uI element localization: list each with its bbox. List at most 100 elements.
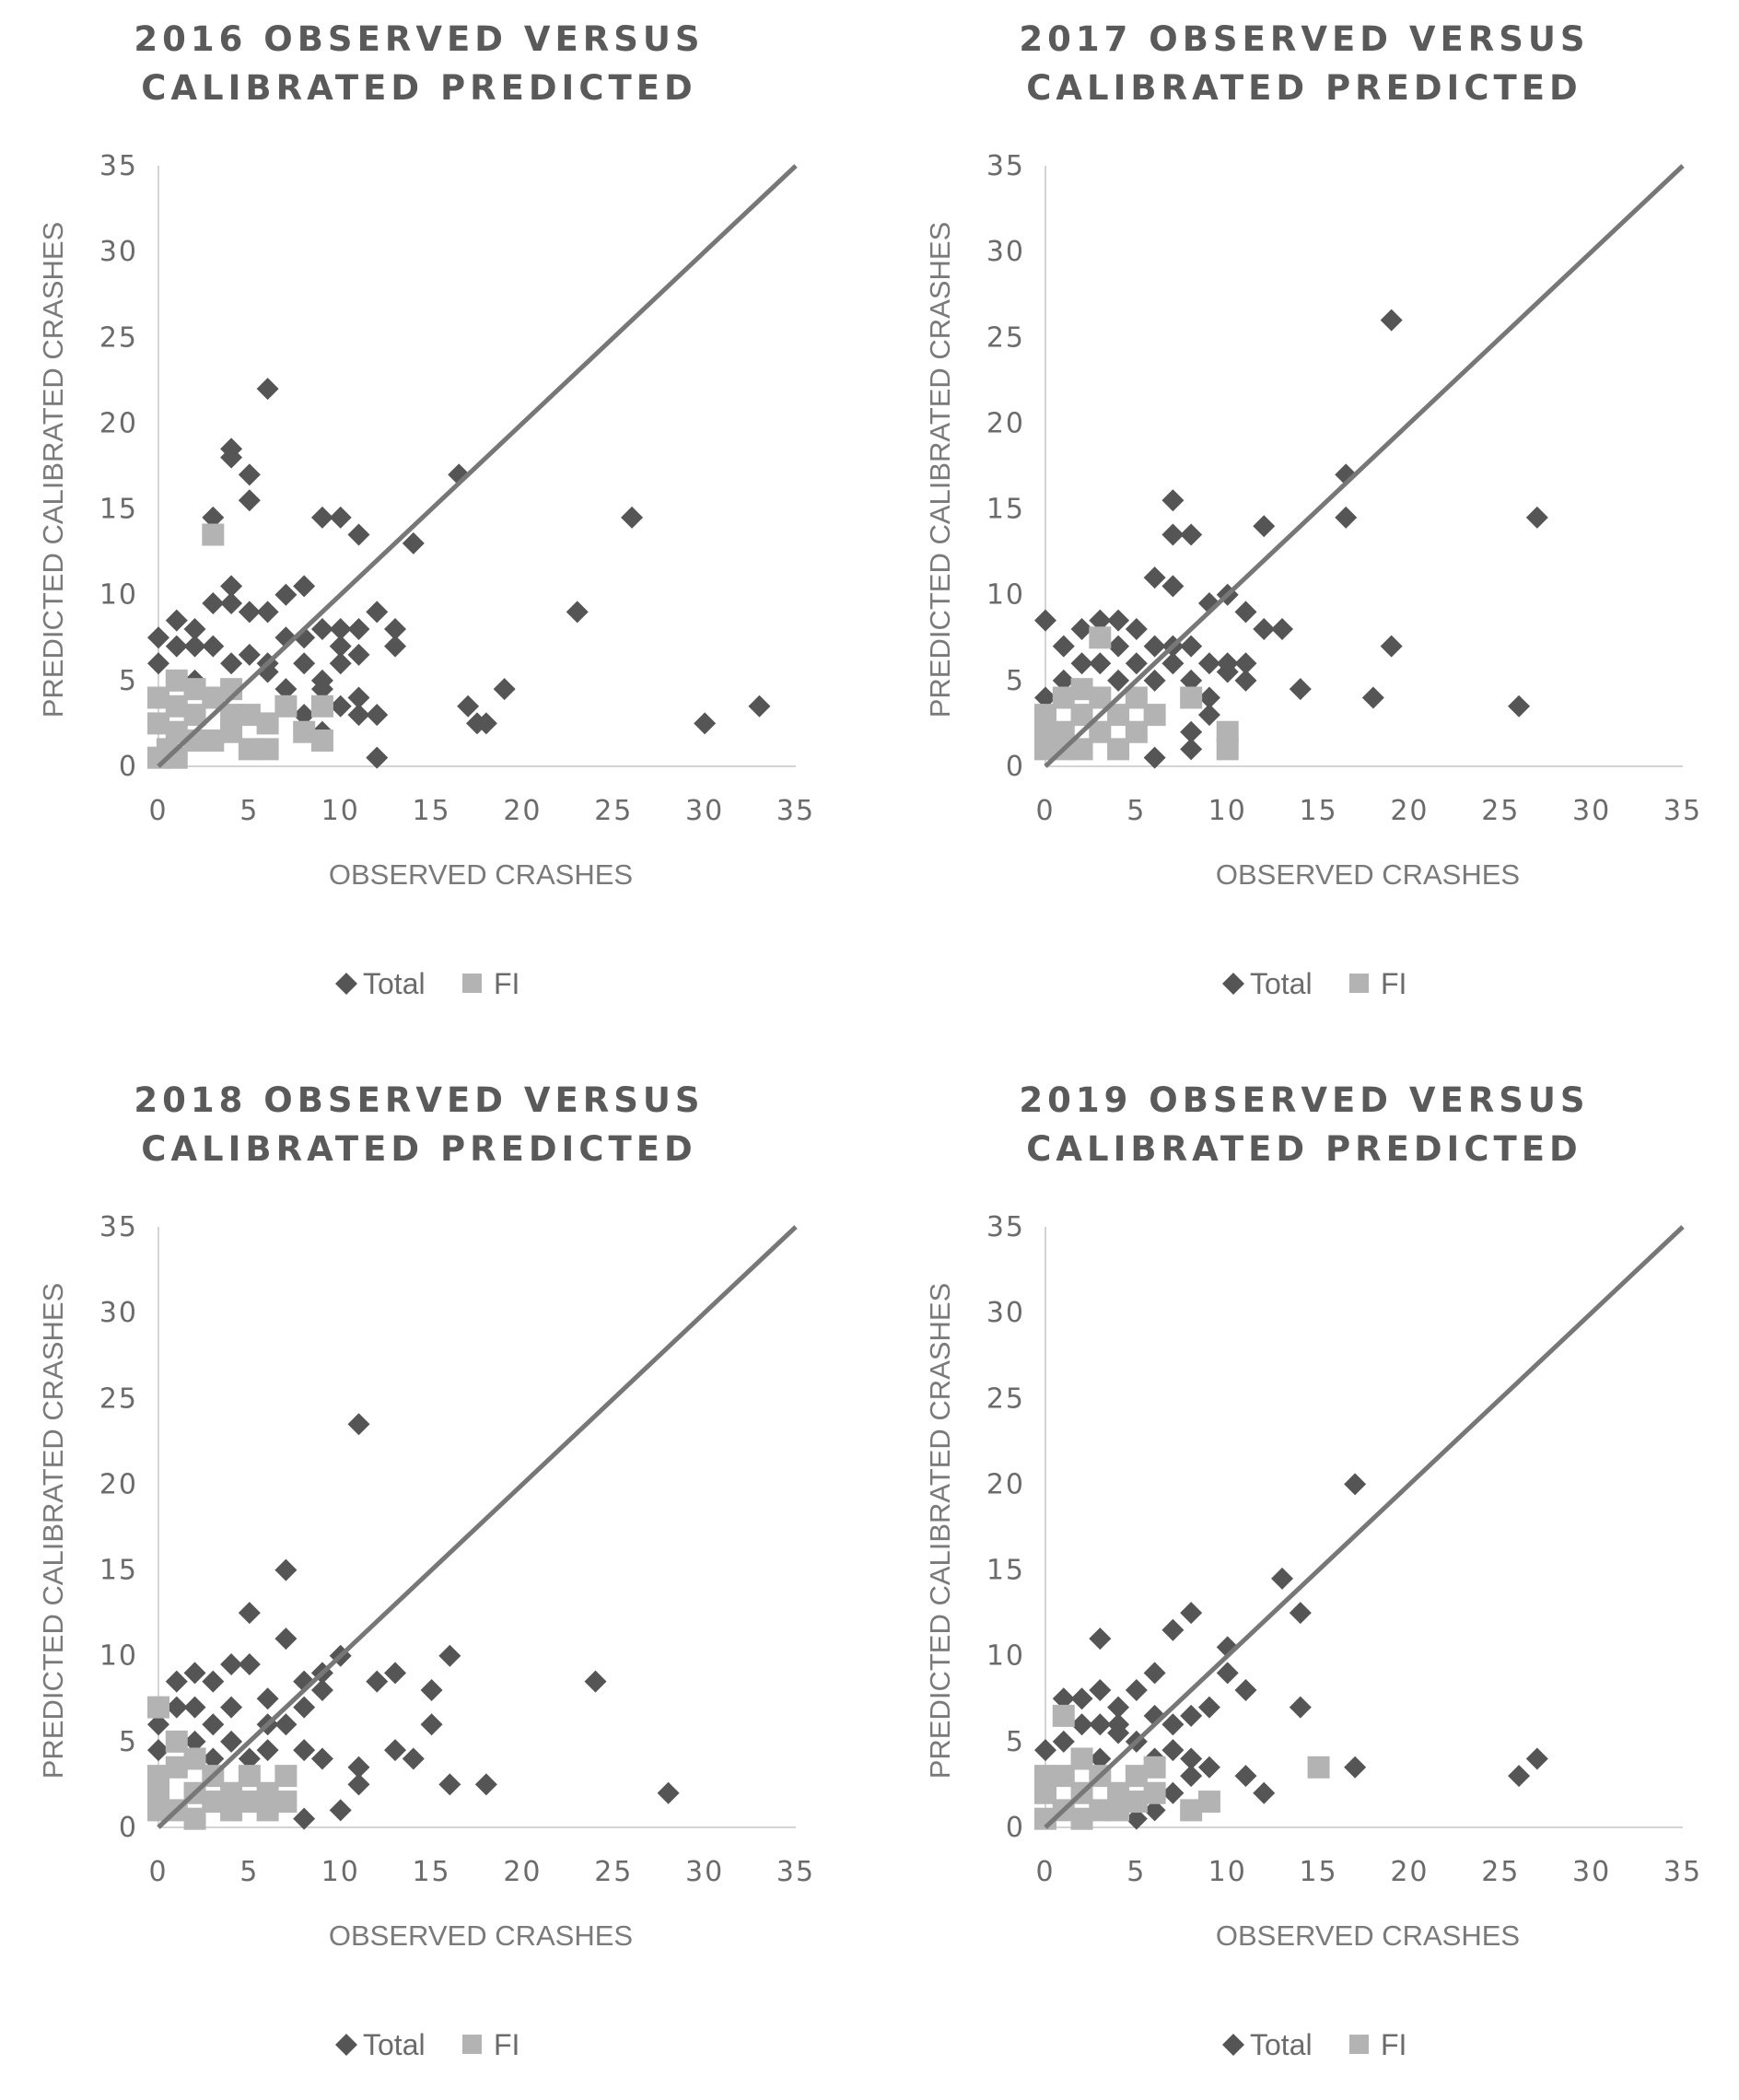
series-fi bbox=[1034, 1704, 1330, 1830]
total-point bbox=[329, 694, 352, 718]
total-point bbox=[183, 617, 206, 640]
total-point bbox=[584, 1670, 607, 1693]
x-tick-label: 15 bbox=[1299, 795, 1337, 827]
x-tick-label: 0 bbox=[148, 1856, 168, 1888]
total-point bbox=[238, 601, 261, 624]
x-tick-label: 10 bbox=[321, 1856, 360, 1888]
total-point bbox=[366, 746, 389, 769]
total-point bbox=[1089, 1678, 1112, 1701]
total-point bbox=[310, 669, 333, 692]
total-point bbox=[1089, 652, 1112, 675]
total-point bbox=[1180, 669, 1203, 692]
legend-total-marker bbox=[1222, 973, 1244, 995]
total-point bbox=[347, 523, 370, 546]
legend-total-label: Total bbox=[363, 2028, 426, 2061]
total-point bbox=[1180, 1765, 1203, 1788]
legend-fi-marker bbox=[462, 2035, 482, 2054]
total-point bbox=[238, 489, 261, 512]
y-tick-label: 35 bbox=[99, 150, 138, 182]
plot-area-2: 0 5 10 15 20 25 30 35 0 5 10 15 20 25 30 35 bbox=[99, 1211, 813, 1888]
chart-2018: 2018 OBSERVED VERSUS CALIBRATED PREDICTE… bbox=[37, 1080, 700, 2061]
total-point bbox=[621, 506, 644, 529]
y-tick-label: 0 bbox=[1006, 1812, 1025, 1844]
x-tick-label: 5 bbox=[1126, 1856, 1146, 1888]
total-point bbox=[1107, 669, 1130, 692]
reference-line bbox=[1044, 164, 1685, 768]
total-point bbox=[147, 626, 169, 649]
total-point bbox=[1161, 489, 1185, 512]
total-point bbox=[274, 1713, 298, 1736]
total-point bbox=[1271, 1567, 1294, 1590]
fi-point bbox=[220, 1781, 243, 1804]
total-point bbox=[1089, 1747, 1112, 1770]
total-point bbox=[1143, 1662, 1166, 1685]
y-tick-label: 10 bbox=[986, 579, 1025, 612]
total-point bbox=[220, 1730, 243, 1753]
fi-point bbox=[256, 1799, 279, 1822]
total-point bbox=[220, 446, 243, 469]
fi-point bbox=[1034, 720, 1056, 743]
fi-point bbox=[238, 738, 261, 761]
total-point bbox=[1253, 617, 1276, 640]
total-point bbox=[293, 1807, 316, 1830]
total-point bbox=[183, 635, 206, 658]
total-point bbox=[183, 1696, 206, 1719]
total-point bbox=[1143, 1799, 1166, 1822]
x-axis-label: OBSERVED CRASHES bbox=[329, 1919, 633, 1952]
reference-line bbox=[157, 164, 798, 768]
y-tick-label: 25 bbox=[99, 321, 138, 354]
total-point bbox=[220, 1653, 243, 1676]
total-point bbox=[183, 1730, 206, 1753]
y-tick-label: 10 bbox=[99, 1640, 138, 1673]
fi-point bbox=[1180, 1799, 1203, 1822]
total-point bbox=[310, 506, 333, 529]
total-point bbox=[310, 617, 333, 640]
total-point bbox=[1180, 1704, 1203, 1727]
total-point bbox=[1161, 652, 1185, 675]
total-point bbox=[329, 506, 352, 529]
total-point bbox=[1143, 566, 1166, 589]
y-tick-label: 30 bbox=[99, 1297, 138, 1329]
y-tick-label: 15 bbox=[99, 494, 138, 526]
total-point bbox=[1070, 1713, 1093, 1736]
y-tick-label: 5 bbox=[1006, 665, 1025, 697]
total-point bbox=[1216, 652, 1239, 675]
plot-area-1: 0 5 10 15 20 25 30 35 0 5 10 15 20 25 30 35 bbox=[986, 150, 1700, 827]
total-point bbox=[347, 617, 370, 640]
total-point bbox=[329, 1799, 352, 1822]
fi-point bbox=[1143, 704, 1166, 727]
series-fi bbox=[1034, 626, 1239, 761]
total-point bbox=[220, 652, 243, 675]
y-tick-label: 20 bbox=[99, 407, 138, 439]
y-tick-label: 25 bbox=[986, 1382, 1025, 1415]
total-point bbox=[256, 1687, 279, 1710]
series-total bbox=[1034, 309, 1548, 769]
legend: Total FI bbox=[1222, 2028, 1406, 2061]
plot-area-0: 0 5 10 15 20 25 30 35 0 5 10 15 20 25 30 35 bbox=[99, 150, 813, 827]
chart-title-line2: CALIBRATED PREDICTED bbox=[1026, 68, 1581, 108]
x-tick-label: 15 bbox=[412, 795, 450, 827]
total-point bbox=[293, 704, 316, 727]
chart-title-line1: 2017 OBSERVED VERSUS bbox=[1019, 19, 1589, 59]
y-tick-label: 15 bbox=[99, 1555, 138, 1587]
y-tick-label: 30 bbox=[986, 236, 1025, 268]
fi-point bbox=[220, 1799, 243, 1822]
total-point bbox=[366, 601, 389, 624]
total-point bbox=[1234, 1765, 1257, 1788]
fi-point bbox=[1180, 686, 1203, 709]
total-point bbox=[147, 652, 169, 675]
total-point bbox=[220, 575, 243, 598]
total-point bbox=[238, 1653, 261, 1676]
x-tick-label: 25 bbox=[1481, 795, 1520, 827]
total-point bbox=[748, 694, 771, 718]
y-tick-label: 35 bbox=[99, 1211, 138, 1243]
legend-total-marker bbox=[1222, 2034, 1244, 2056]
x-tick-label: 5 bbox=[239, 795, 259, 827]
total-point bbox=[1525, 1747, 1548, 1770]
total-point bbox=[238, 1602, 261, 1625]
total-point bbox=[1034, 609, 1056, 632]
y-axis-label: PREDICTED CALIBRATED CRASHES bbox=[37, 222, 69, 718]
chart-title-line1: 2016 OBSERVED VERSUS bbox=[134, 19, 704, 59]
total-point bbox=[1161, 575, 1185, 598]
total-point bbox=[474, 712, 497, 735]
